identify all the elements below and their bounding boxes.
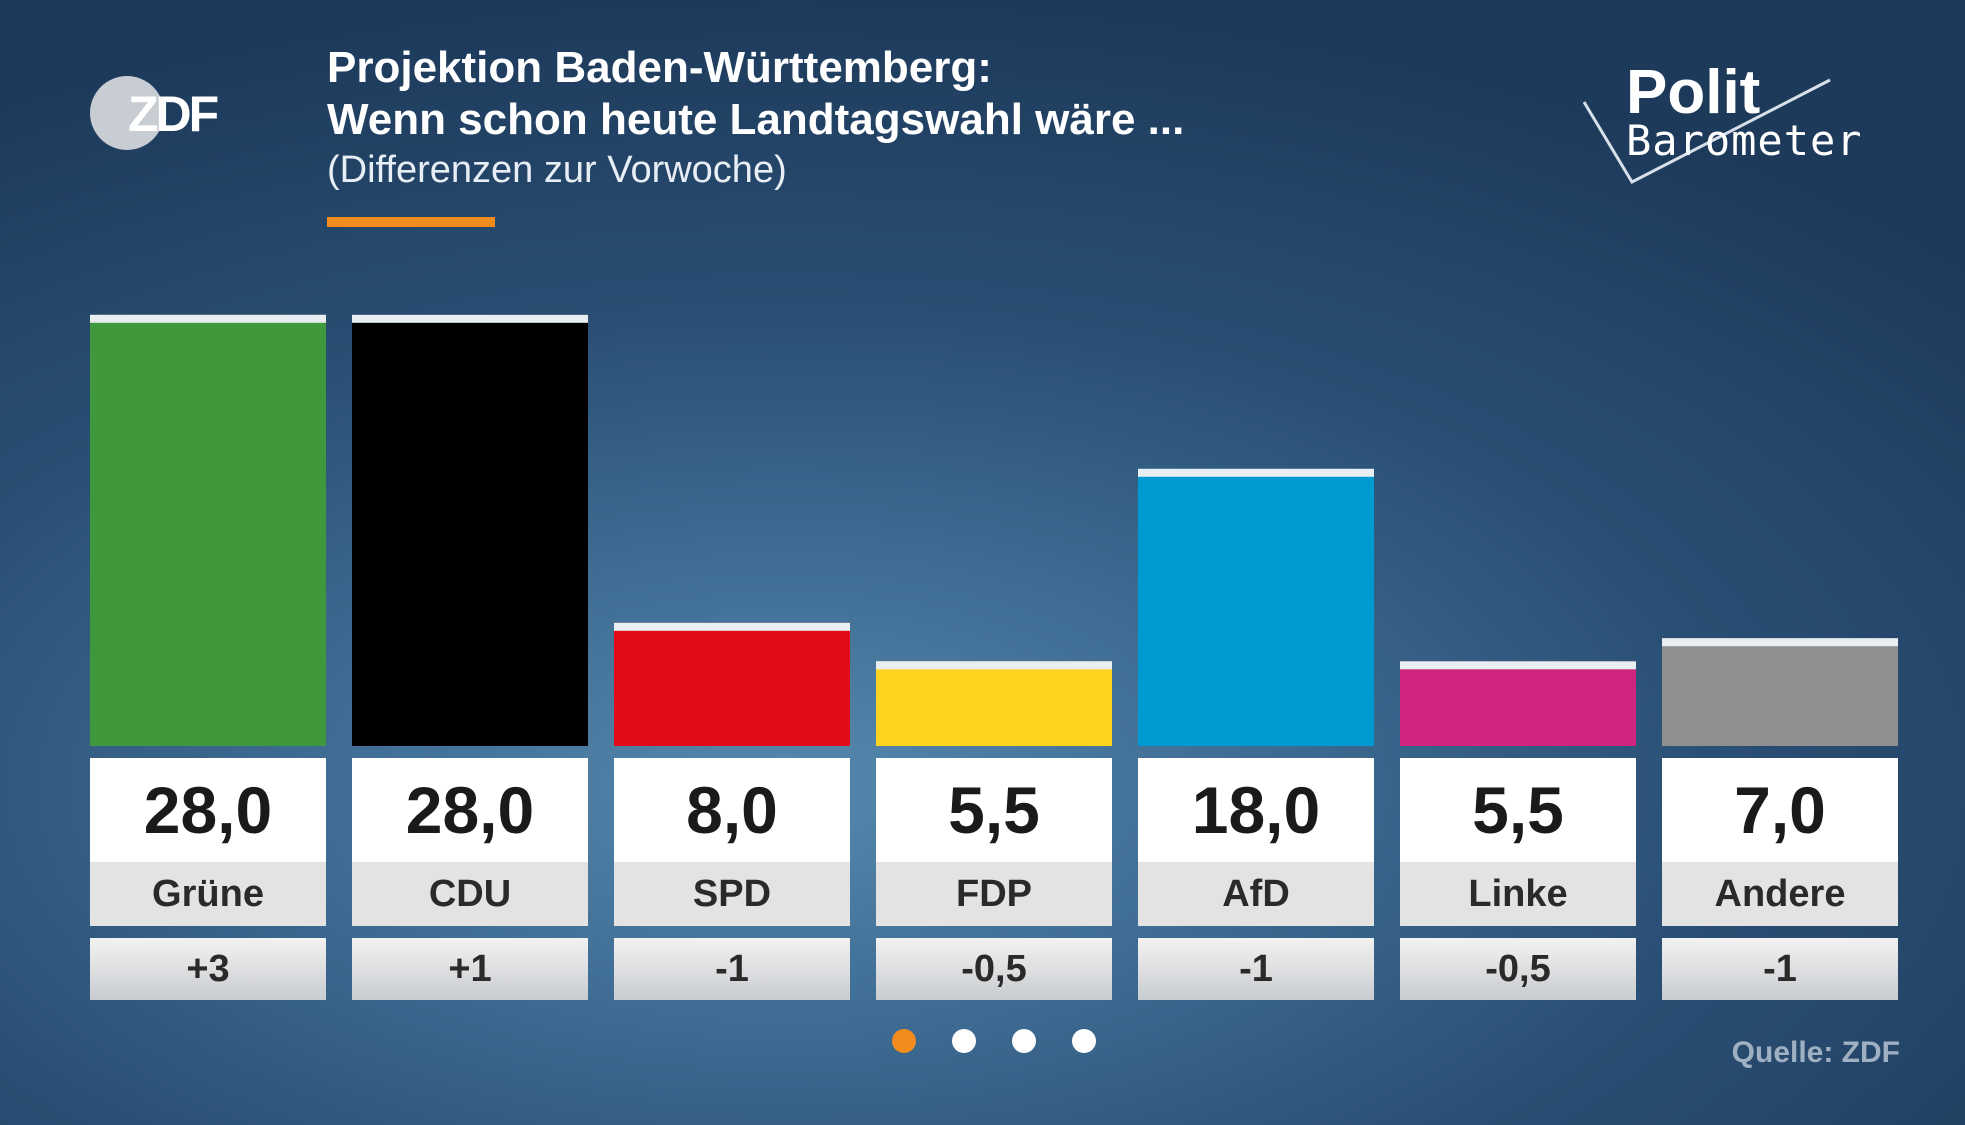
pagination-dot[interactable] [892,1029,916,1053]
value-label-fdp: 5,5 [876,758,1112,862]
category-label-spd: SPD [614,862,850,926]
zdf-logo-circle [90,76,164,150]
bar-linke [1400,661,1636,746]
bar-cap-fdp [876,661,1112,670]
category-label-gruene: Grüne [90,862,326,926]
difference-label-spd: -1 [614,938,850,1000]
category-label-cdu: CDU [352,862,588,926]
bar-afd [1138,468,1374,746]
pagination-dot[interactable] [1072,1029,1096,1053]
category-label-fdp: FDP [876,862,1112,926]
category-label-andere: Andere [1662,862,1898,926]
category-label-linke: Linke [1400,862,1636,926]
difference-label-fdp: -0,5 [876,938,1112,1000]
bar-spd [614,622,850,746]
difference-label-linke: -0,5 [1400,938,1636,1000]
checkmark-icon [1582,78,1831,184]
polit-logo-line1: Polit [1626,58,1761,127]
bar-andere [1662,638,1898,746]
bar-cap-spd [614,622,850,631]
chart-title-line2: Wenn schon heute Landtagswahl wäre ... [327,95,1185,144]
value-label-cdu: 28,0 [352,758,588,862]
bar-cap-gruene [90,314,326,323]
value-label-andere: 7,0 [1662,758,1898,862]
pagination-dot[interactable] [952,1029,976,1053]
bar-cap-andere [1662,638,1898,647]
category-label-afd: AfD [1138,862,1374,926]
difference-label-cdu: +1 [352,938,588,1000]
pagination-dot[interactable] [1012,1029,1036,1053]
chart-subtitle: (Differenzen zur Vorwoche) [327,149,787,191]
bar-gruene [90,314,326,746]
chart-title-line1: Projektion Baden-Württemberg: [327,43,992,92]
value-label-spd: 8,0 [614,758,850,862]
zdf-logo-text: ZDF [128,86,219,142]
difference-label-gruene: +3 [90,938,326,1000]
value-label-afd: 18,0 [1138,758,1374,862]
difference-label-andere: -1 [1662,938,1898,1000]
bar-cdu [352,314,588,746]
value-label-gruene: 28,0 [90,758,326,862]
politbarometer-logo: Polit Barometer [1580,58,1862,188]
bar-cap-linke [1400,661,1636,670]
bar-fdp [876,661,1112,746]
value-label-linke: 5,5 [1400,758,1636,862]
source-label: Quelle: ZDF [1731,1036,1900,1069]
chart-header: Projektion Baden-Württemberg: Wenn schon… [327,42,1184,194]
bar-cap-afd [1138,468,1374,477]
polit-logo-line2: Barometer [1626,116,1863,165]
zdf-logo: ZDF [88,74,228,152]
difference-label-afd: -1 [1138,938,1374,1000]
title-accent-bar [327,217,495,227]
bar-cap-cdu [352,314,588,323]
